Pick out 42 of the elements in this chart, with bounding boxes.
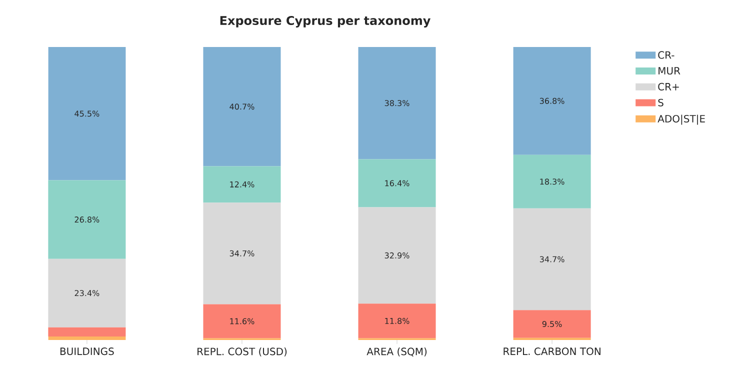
data-label: 34.7%: [230, 250, 254, 256]
x-tick-label: BUILDINGS: [60, 348, 114, 356]
data-label: 36.8%: [540, 98, 564, 104]
data-label: 23.4%: [74, 290, 100, 296]
bar: [513, 208, 591, 310]
data-label: 18.3%: [540, 178, 564, 185]
bar: [358, 159, 436, 208]
bar: [48, 336, 126, 340]
legend-label: S: [658, 98, 664, 106]
data-label: 11.8%: [385, 318, 410, 324]
legend-label: MUR: [658, 67, 680, 75]
x-tick-label: AREA (SQM): [366, 348, 427, 356]
legend-label: CR-: [658, 51, 674, 59]
bar: [358, 46, 436, 160]
bar: [48, 258, 126, 328]
bar: [48, 180, 126, 259]
bar: [203, 46, 281, 166]
bar: [358, 207, 436, 304]
bar: [513, 46, 591, 155]
data-label: 16.4%: [385, 180, 410, 186]
legend-label: ADO|ST|E: [658, 114, 705, 125]
bar: [203, 304, 281, 338]
x-tick-label: REPL. COST (USD): [198, 348, 287, 356]
bar: [513, 154, 591, 208]
data-label: 40.7%: [230, 104, 254, 110]
bar: [358, 304, 436, 338]
data-label: 32.9%: [384, 252, 410, 258]
chart-title: Exposure Cyprus per taxonomy: [220, 16, 430, 28]
data-label: 11.6%: [230, 318, 254, 324]
data-label: 9.5%: [542, 320, 562, 328]
legend-label: CR+: [658, 82, 679, 90]
data-label: 12.4%: [230, 181, 254, 188]
data-label: 26.8%: [74, 216, 100, 223]
bar: [48, 327, 126, 336]
x-tick-label: REPL. CARBON TON: [504, 348, 600, 356]
bar: [203, 166, 281, 203]
bar: [513, 310, 591, 338]
bar: [48, 46, 126, 180]
data-label: 34.7%: [540, 256, 564, 262]
data-label: 38.3%: [384, 100, 410, 106]
data-label: 45.5%: [74, 110, 100, 117]
bar: [203, 202, 281, 304]
